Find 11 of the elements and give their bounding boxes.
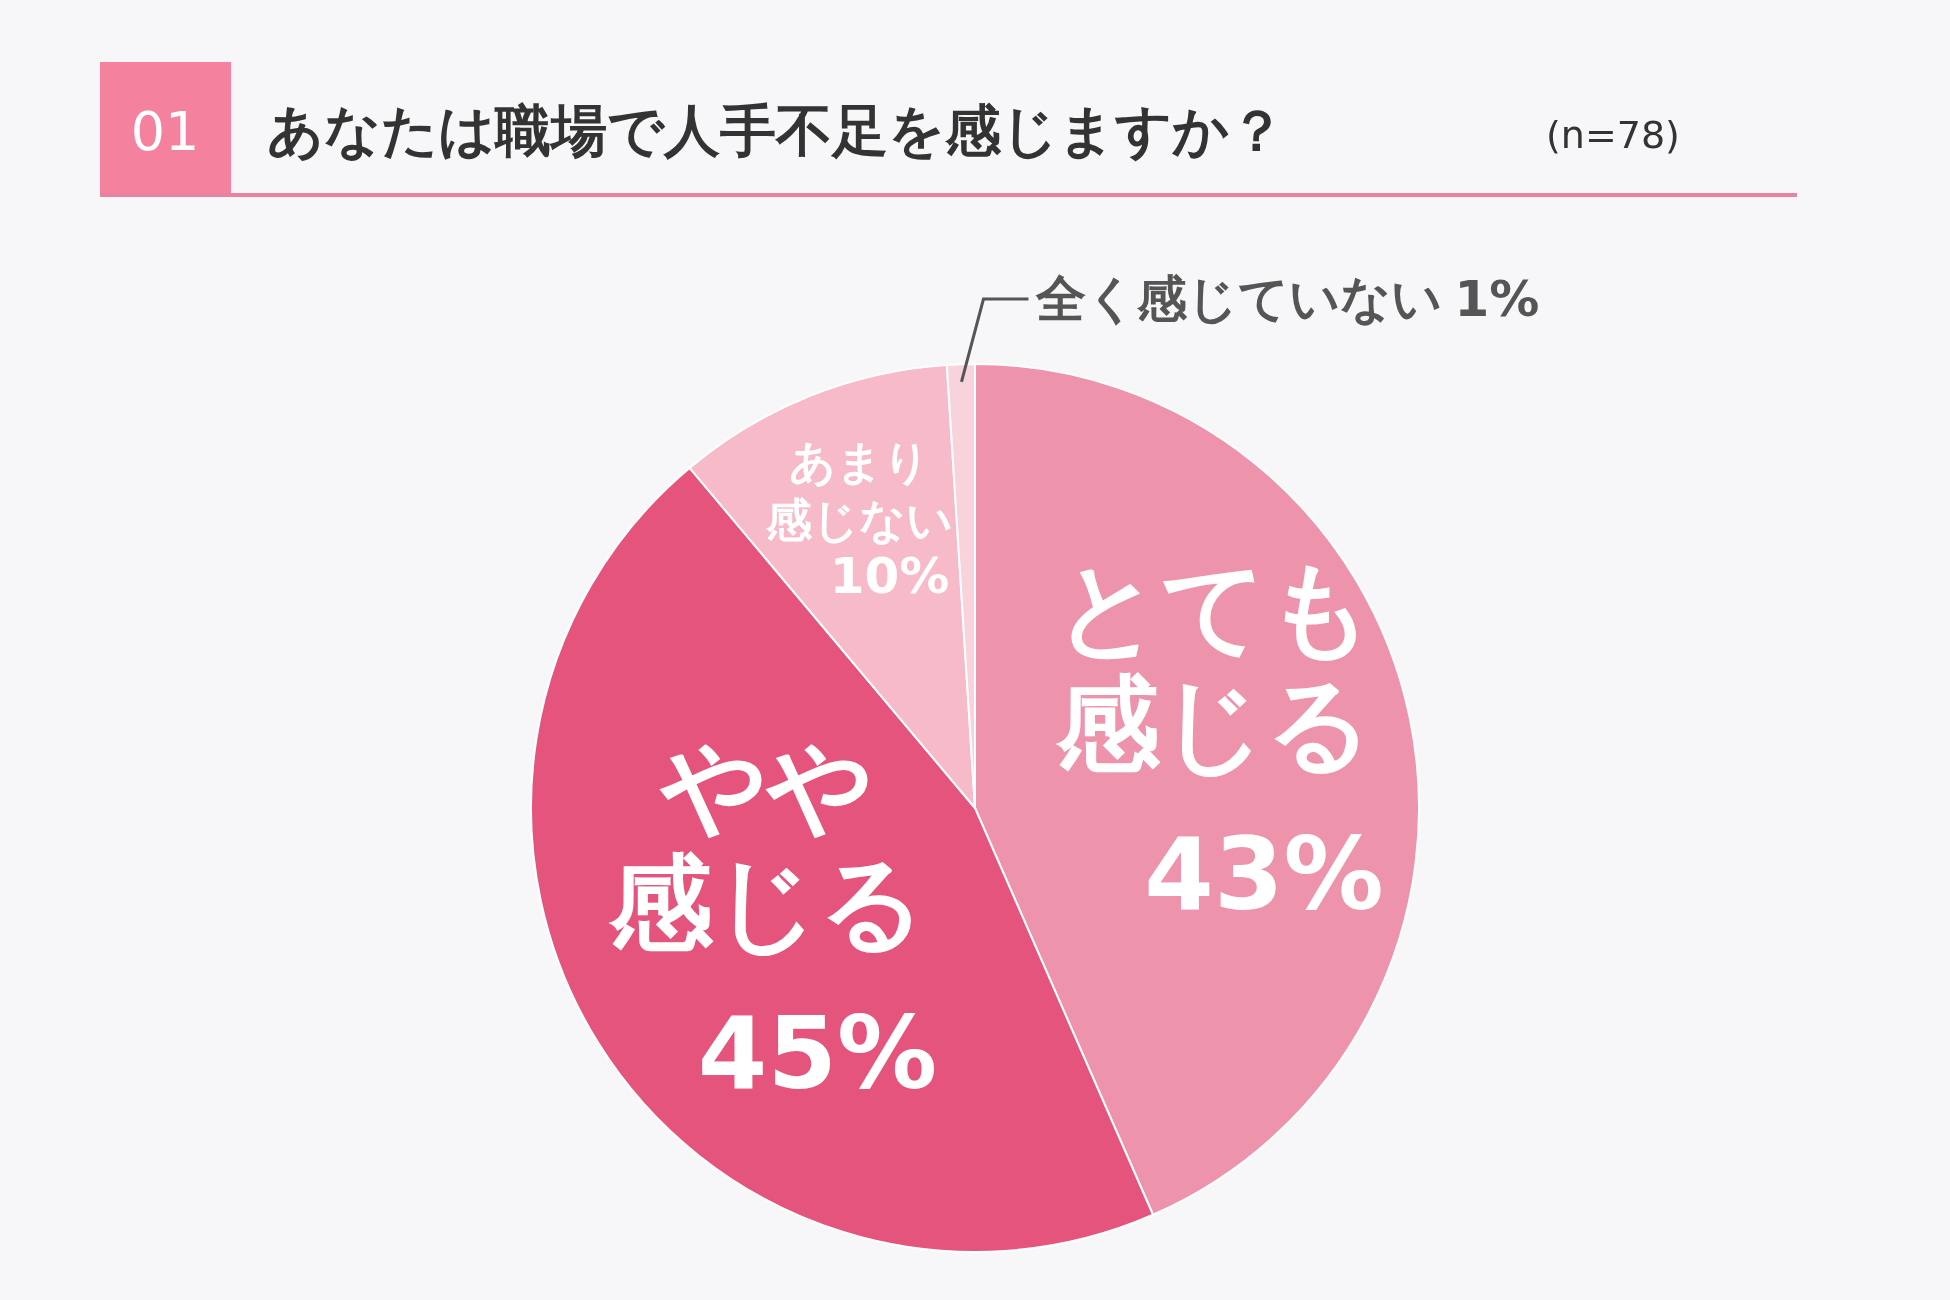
text: 01 bbox=[130, 100, 200, 163]
data-label: 10% bbox=[829, 547, 950, 606]
data-label: 45% bbox=[697, 994, 938, 1112]
chart-subtitle: (n=78) bbox=[1546, 113, 1680, 157]
data-label: 43% bbox=[1144, 815, 1384, 933]
slice-label: やや感じる bbox=[608, 725, 926, 964]
data-label: 1% bbox=[1454, 270, 1540, 328]
slice-label: 全く感じていない bbox=[1035, 270, 1443, 328]
slice-label: あまり感じない bbox=[764, 435, 953, 547]
slice-label: とても感じる bbox=[1055, 546, 1374, 786]
chart-title: あなたは職場で人手不足を感じますか？ bbox=[267, 98, 1285, 163]
